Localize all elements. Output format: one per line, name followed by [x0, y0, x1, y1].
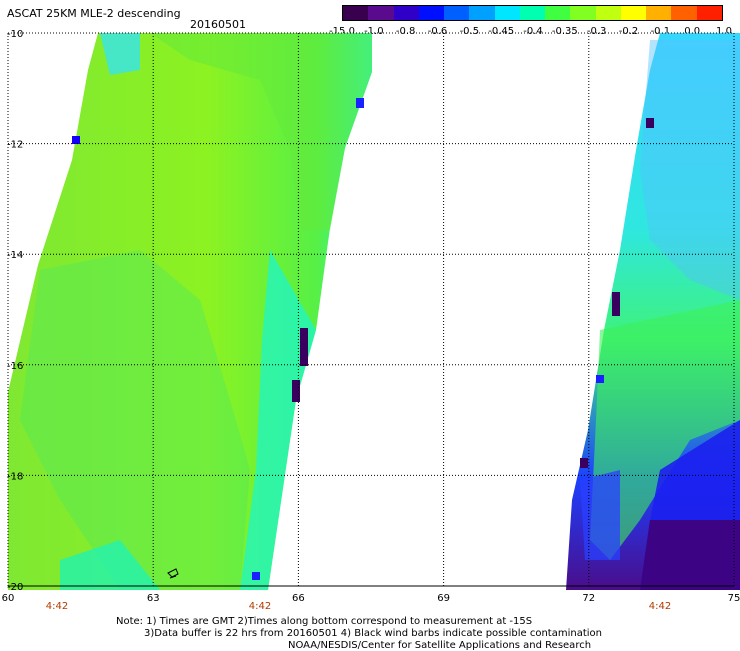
tick-label: -20: [7, 582, 23, 593]
colorbar-labels: -15.0 -1.0 -0.8 -0.6 -0.5 -0.45 -0.4 -0.35 -0.3-…: [328, 26, 738, 38]
left-swath: [8, 33, 372, 590]
colorbar-label: -0.45: [488, 26, 515, 37]
colorbar-segment: [570, 6, 596, 20]
note-line-3: NOAA/NESDIS/Center for Satellite Applica…: [288, 640, 592, 651]
colorbar-label: -0.2: [618, 26, 639, 37]
tick-label: 69: [437, 593, 450, 604]
tick-label: -12: [7, 140, 23, 151]
colorbar-label: 1.0: [716, 26, 732, 37]
colorbar-segment: [696, 6, 722, 20]
tick-label: -14: [7, 250, 23, 261]
tick-label: 63: [147, 593, 160, 604]
colorbar-segment: [494, 6, 520, 20]
colorbar-label: -0.35: [551, 26, 578, 37]
tick-label: -10: [7, 29, 23, 40]
colorbar-label: -1.0: [364, 26, 384, 37]
colorbar-segment: [671, 6, 697, 20]
colorbar-segment: [545, 6, 571, 20]
colorbar-label: -15.0: [329, 26, 355, 37]
tick-label: 72: [582, 593, 595, 604]
time-label: 4:42: [249, 601, 271, 612]
tick-label: 60: [2, 593, 15, 604]
colorbar-segment: [620, 6, 647, 20]
right-swath: [566, 33, 740, 590]
colorbar-label: -0.1: [650, 26, 671, 37]
colorbar-segment: [418, 6, 445, 20]
axis-labels: 60 63 66 69 72 75 -10 -12 -14 -16 -18 -20 4:42 4:42 4:…: [2, 29, 740, 612]
product-title: ASCAT 25KM MLE-2 descending: [7, 7, 181, 20]
time-label: 4:42: [46, 601, 68, 612]
note-line-1: Note: 1) Times are GMT 2)Times along bot…: [116, 616, 533, 627]
colorbar-segment: [393, 6, 419, 20]
product-date: 20160501: [190, 18, 246, 31]
graticule: [7, 32, 735, 587]
colorbar-segment: [368, 6, 394, 20]
colorbar-label: -0.4: [523, 26, 543, 37]
colorbar-segment: [595, 6, 621, 20]
wind-barb-icon: [167, 568, 179, 579]
colorbar-label: -0.6: [427, 26, 448, 37]
time-label: 4:42: [649, 601, 671, 612]
tick-label: -16: [7, 361, 23, 372]
tick-label: 66: [292, 593, 305, 604]
colorbar-segment: [343, 6, 369, 20]
tick-label: 75: [728, 593, 740, 604]
colorbar-segment: [444, 6, 470, 20]
colorbar-label: -0.5: [459, 26, 480, 37]
colorbar-label: -0.3: [586, 26, 607, 37]
colorbar-segment: [646, 6, 672, 20]
colorbar-label: 0.0: [684, 26, 701, 37]
tick-label: -18: [7, 471, 23, 482]
colorbar-segment: [519, 6, 546, 20]
colorbar-segment: [469, 6, 495, 20]
colorbar: [342, 5, 723, 21]
colorbar-label: -0.8: [395, 26, 416, 37]
note-line-2: 3)Data buffer is 22 hrs from 20160501 4)…: [144, 628, 602, 639]
